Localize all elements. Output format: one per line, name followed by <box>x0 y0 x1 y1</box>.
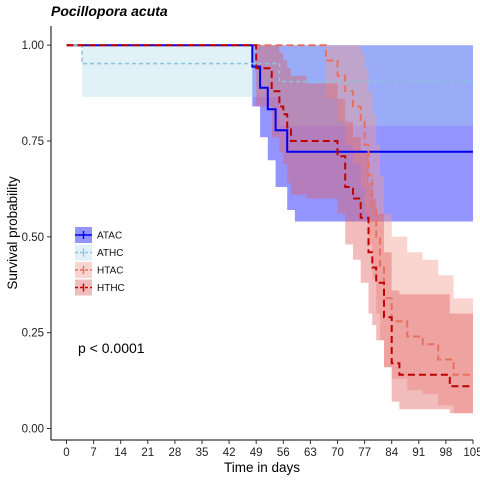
x-tick-label: 14 <box>114 447 127 459</box>
x-tick-label: 42 <box>223 447 236 459</box>
y-tick-label: 0.00 <box>22 424 44 436</box>
y-tick-label: 1.00 <box>22 40 44 52</box>
ci-band-atac <box>66 45 473 222</box>
axes: 0.00 0.25 0.50 0.75 1.00 0 7 14 21 28 35 42 49 56 63 70… <box>22 26 480 459</box>
x-tick-label: 0 <box>63 447 69 459</box>
x-tick-label: 70 <box>331 447 344 459</box>
x-tick-label: 49 <box>250 447 263 459</box>
confidence-bands <box>66 45 473 414</box>
ci-band-athc <box>66 45 473 126</box>
y-tick-label: 0.75 <box>22 136 44 148</box>
ci-band-htac <box>66 45 473 414</box>
x-tick-label: 28 <box>168 447 181 459</box>
x-tick-label: 98 <box>440 447 453 459</box>
x-tick-label: 63 <box>304 447 317 459</box>
survival-line-hthc <box>66 44 473 388</box>
survival-line-atac <box>66 44 473 153</box>
legend-label-htac: HTAC <box>97 266 123 277</box>
x-tick-label: 56 <box>277 447 290 459</box>
x-axis-title: Time in days <box>224 460 300 475</box>
legend-label-atac: ATAC <box>97 231 122 242</box>
p-value-annotation: p < 0.0001 <box>78 340 145 356</box>
x-tick-label: 91 <box>412 447 425 459</box>
y-axis-title: Survival probability <box>5 176 20 290</box>
legend-label-hthc: HTHC <box>97 283 125 294</box>
y-tick-label: 0.25 <box>22 328 44 340</box>
survival-line-athc <box>66 44 473 83</box>
legend: ATAC ATHC HTAC HTHC <box>75 227 125 296</box>
x-tick-label: 7 <box>90 447 96 459</box>
y-tick-label: 0.50 <box>22 232 44 244</box>
survival-line-htac <box>66 44 473 376</box>
chart-title: Pocillopora acuta <box>51 3 168 19</box>
x-tick-label: 35 <box>196 447 209 459</box>
x-tick-label: 77 <box>358 447 371 459</box>
x-tick-label: 21 <box>141 447 154 459</box>
ci-band-hthc <box>66 45 473 414</box>
legend-label-athc: ATHC <box>97 248 123 259</box>
survival-curves <box>66 44 473 388</box>
x-tick-label: 84 <box>385 447 398 459</box>
x-tick-label: 105 <box>463 447 480 459</box>
